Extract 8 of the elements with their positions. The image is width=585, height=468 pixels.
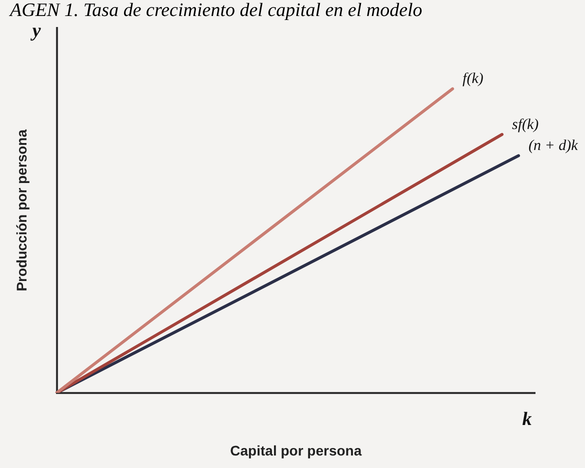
chart-title: AGEN 1. Tasa de crecimiento del capital en el modelo <box>8 0 424 23</box>
y-axis-title: Producción por persona <box>13 129 30 292</box>
series-label: (n + d)k <box>528 138 578 154</box>
text: k <box>522 409 532 430</box>
series-label: sf(k) <box>512 116 539 133</box>
x-axis-title: Capital por persona <box>230 442 362 458</box>
text: y <box>30 20 42 42</box>
series-label: f(k) <box>462 71 484 88</box>
